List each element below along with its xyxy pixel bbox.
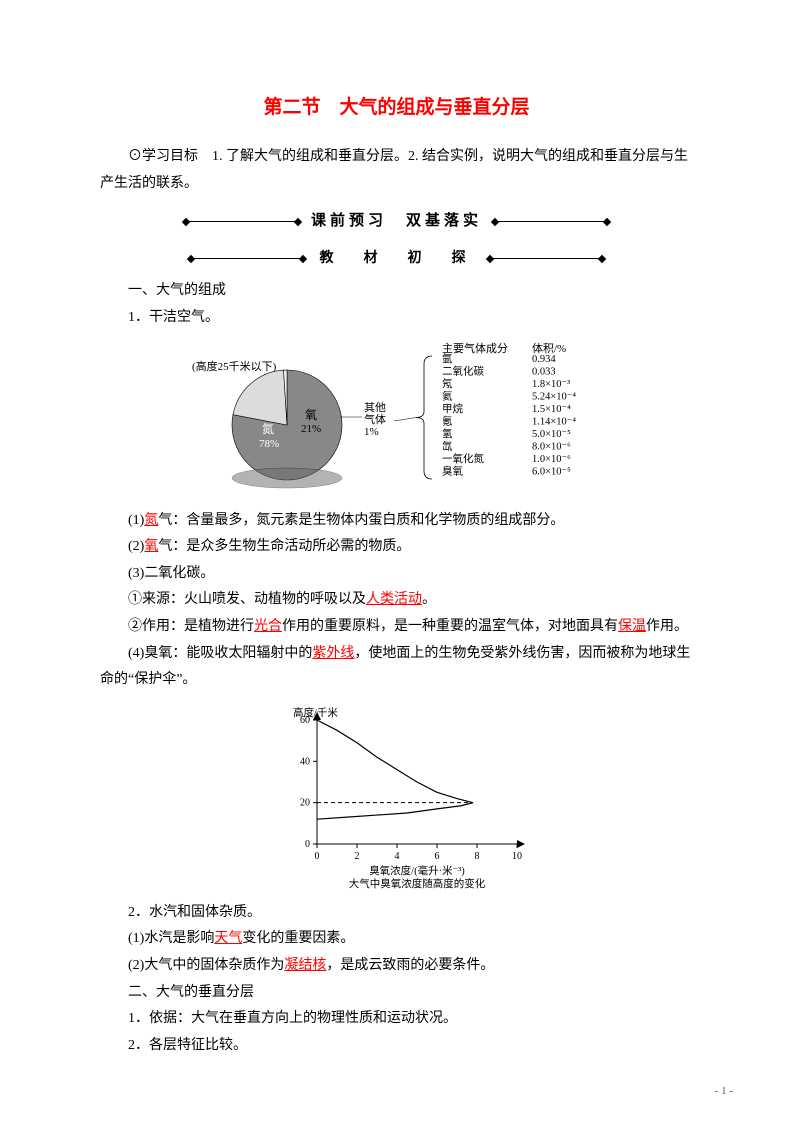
svg-text:1%: 1%: [364, 426, 379, 438]
svg-text:1.8×10⁻³: 1.8×10⁻³: [532, 379, 570, 390]
svg-text:氮: 氮: [262, 421, 274, 436]
ornament-line-left: [187, 221, 297, 222]
pie-chart-svg: (高度25千米以下) 氮 78% 氧21% 其他气体1% 主要气体成分 体积/% 氩 0.934…: [182, 340, 612, 500]
item-solids: (2)大气中的固体杂质作为凝结核，是成云致雨的必要条件。: [100, 953, 693, 980]
svg-text:氩: 氩: [442, 352, 453, 365]
ornament-line-right: [496, 221, 606, 222]
keyword-photosynthesis: 光合: [254, 619, 282, 634]
svg-text:主要气体成分: 主要气体成分: [442, 341, 508, 355]
svg-text:甲烷: 甲烷: [442, 402, 463, 415]
keyword-oxygen: 氧: [144, 539, 158, 554]
svg-text:8.0×10⁻⁶: 8.0×10⁻⁶: [532, 441, 571, 452]
keyword-uv: 紫外线: [312, 646, 354, 661]
svg-text:2: 2: [354, 851, 359, 862]
banner-material: 教 材 初 探: [100, 246, 693, 273]
svg-text:一氧化氮: 一氧化氮: [442, 452, 484, 465]
banner-text-2: 教 材 初 探: [320, 251, 474, 266]
svg-text:氧: 氧: [305, 408, 317, 422]
item-co2: (3)二氧化碳。: [100, 561, 693, 588]
text: 作用。: [646, 619, 688, 634]
svg-text:1.5×10⁻⁴: 1.5×10⁻⁴: [532, 404, 571, 415]
svg-text:氙: 氙: [442, 439, 453, 452]
dry-air-figure: (高度25千米以下) 氮 78% 氧21% 其他气体1% 主要气体成分 体积/% 氩 0.934…: [100, 340, 693, 500]
page: 第二节 大气的组成与垂直分层 ⊙学习目标 1. 了解大气的组成和垂直分层。2. …: [0, 0, 793, 1122]
text: 气：是众多生物生命活动所必需的物质。: [158, 539, 410, 554]
svg-text:氦: 氦: [442, 389, 453, 402]
svg-text:40: 40: [300, 756, 310, 767]
heading-dry-air: 1．干洁空气。: [100, 305, 693, 332]
text: (1)水汽是影响: [128, 931, 214, 946]
banner-text-1: 课前预习 双基落实: [311, 213, 482, 229]
keyword-insulation: 保温: [618, 619, 646, 634]
item-co2-source: ①来源：火山喷发、动植物的呼吸以及人类活动。: [100, 587, 693, 614]
svg-text:78%: 78%: [259, 438, 279, 450]
svg-text:氪: 氪: [442, 414, 453, 427]
svg-text:0: 0: [305, 839, 310, 850]
svg-text:0.033: 0.033: [532, 366, 556, 377]
svg-text:二氧化碳: 二氧化碳: [442, 364, 484, 377]
text: (2)大气中的固体杂质作为: [128, 958, 284, 973]
banner-preview: 课前预习 双基落实: [100, 207, 693, 236]
text: ，是成云致雨的必要条件。: [326, 958, 494, 973]
svg-text:气体: 气体: [364, 412, 386, 426]
svg-text:氢: 氢: [442, 427, 453, 440]
text: (4)臭氧：能吸收太阳辐射中的: [128, 646, 312, 661]
svg-text:6: 6: [434, 851, 439, 862]
svg-text:10: 10: [512, 851, 522, 862]
ornament-line-right: [491, 258, 601, 259]
svg-text:21%: 21%: [301, 423, 321, 435]
ozone-chart-svg: 02468100204060高度/千米臭氧浓度/(毫升·米⁻³)大气中臭氧浓度随…: [267, 702, 527, 892]
text: (1): [128, 513, 144, 528]
item-nitrogen: (1)氮气：含量最多，氮元素是生物体内蛋白质和化学物质的组成部分。: [100, 508, 693, 535]
heading-composition: 一、大气的组成: [100, 278, 693, 305]
svg-text:臭氧浓度/(毫升·米⁻³): 臭氧浓度/(毫升·米⁻³): [369, 864, 465, 877]
item-basis: 1．依据：大气在垂直方向上的物理性质和运动状况。: [100, 1006, 693, 1033]
svg-text:5.0×10⁻⁵: 5.0×10⁻⁵: [532, 429, 571, 440]
svg-text:0: 0: [314, 851, 319, 862]
svg-text:其他: 其他: [364, 401, 386, 414]
svg-text:臭氧: 臭氧: [442, 464, 463, 477]
text: 变化的重要因素。: [242, 931, 354, 946]
svg-text:高度/千米: 高度/千米: [293, 706, 338, 719]
section-title: 第二节 大气的组成与垂直分层: [100, 90, 693, 126]
keyword-human-activity: 人类活动: [366, 592, 422, 607]
svg-text:4: 4: [394, 851, 399, 862]
svg-text:大气中臭氧浓度随高度的变化: 大气中臭氧浓度随高度的变化: [348, 877, 485, 890]
keyword-nitrogen: 氮: [144, 513, 158, 528]
svg-text:0.934: 0.934: [532, 354, 556, 365]
item-co2-effect: ②作用：是植物进行光合作用的重要原料，是一种重要的温室气体，对地面具有保温作用。: [100, 614, 693, 641]
item-layers-compare: 2．各层特征比较。: [100, 1033, 693, 1060]
objective-prefix: ⊙学习目标: [128, 149, 212, 164]
svg-text:8: 8: [474, 851, 479, 862]
svg-text:氖: 氖: [442, 377, 453, 390]
page-number: - 1 -: [715, 1081, 733, 1102]
svg-text:20: 20: [300, 797, 310, 808]
svg-text:1.14×10⁻⁴: 1.14×10⁻⁴: [532, 416, 576, 427]
item-ozone: (4)臭氧：能吸收太阳辐射中的紫外线，使地面上的生物免受紫外线伤害，因而被称为地…: [100, 641, 693, 694]
ozone-figure: 02468100204060高度/千米臭氧浓度/(毫升·米⁻³)大气中臭氧浓度随…: [100, 702, 693, 892]
svg-text:1.0×10⁻⁶: 1.0×10⁻⁶: [532, 454, 571, 465]
text: ②作用：是植物进行: [128, 619, 254, 634]
svg-text:5.24×10⁻⁴: 5.24×10⁻⁴: [532, 391, 576, 402]
heading-vapor-solids: 2．水汽和固体杂质。: [100, 900, 693, 927]
text: 气：含量最多，氮元素是生物体内蛋白质和化学物质的组成部分。: [158, 513, 564, 528]
heading-vertical: 二、大气的垂直分层: [100, 980, 693, 1007]
svg-text:体积/%: 体积/%: [532, 341, 566, 355]
text: (2): [128, 539, 144, 554]
keyword-weather: 天气: [214, 931, 242, 946]
item-vapor: (1)水汽是影响天气变化的重要因素。: [100, 926, 693, 953]
keyword-condensation-nuclei: 凝结核: [284, 958, 326, 973]
text: ①来源：火山喷发、动植物的呼吸以及: [128, 592, 366, 607]
svg-text:6.0×10⁻⁵: 6.0×10⁻⁵: [532, 466, 571, 477]
learning-objective: ⊙学习目标 1. 了解大气的组成和垂直分层。2. 结合实例，说明大气的组成和垂直…: [100, 144, 693, 197]
text: 作用的重要原料，是一种重要的温室气体，对地面具有: [282, 619, 618, 634]
text: 。: [422, 592, 436, 607]
item-oxygen: (2)氧气：是众多生物生命活动所必需的物质。: [100, 534, 693, 561]
ornament-line-left: [192, 258, 302, 259]
svg-text:(高度25千米以下): (高度25千米以下): [192, 359, 277, 373]
